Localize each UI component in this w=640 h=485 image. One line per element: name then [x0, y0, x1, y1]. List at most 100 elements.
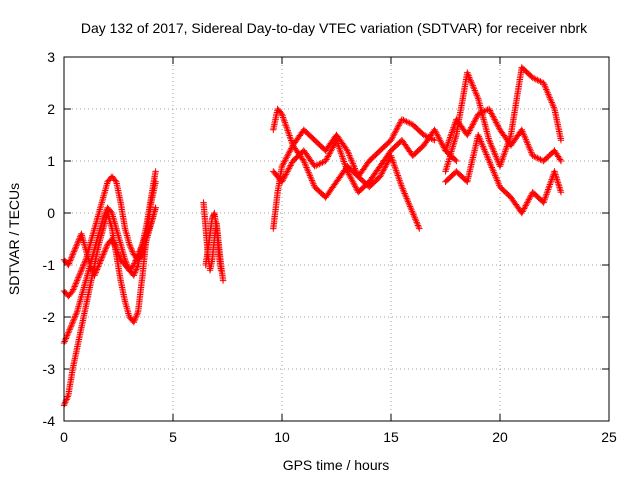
data-point — [67, 331, 70, 334]
data-point — [401, 186, 403, 188]
data-point — [111, 175, 113, 178]
x-tick-label: 15 — [383, 429, 399, 445]
data-point — [106, 181, 109, 183]
grid — [64, 57, 609, 421]
x-axis-label: GPS time / hours — [283, 457, 390, 473]
data-point — [217, 253, 220, 256]
data-point — [521, 212, 523, 214]
data-point — [89, 264, 91, 266]
data-point — [303, 129, 305, 131]
data-point — [128, 316, 131, 318]
data-point — [477, 134, 480, 136]
data-point — [209, 233, 211, 235]
data-point — [510, 134, 512, 136]
data-point — [346, 149, 349, 152]
data-point — [303, 149, 305, 152]
data-point — [313, 186, 316, 188]
data-point — [211, 217, 214, 219]
data-point — [115, 248, 118, 251]
data-point — [132, 253, 135, 256]
data-point — [80, 326, 83, 329]
data-point — [324, 160, 327, 162]
data-point — [281, 113, 283, 115]
data-point — [141, 253, 144, 256]
data-point — [444, 170, 447, 173]
data-point — [93, 227, 96, 230]
data-point — [379, 165, 381, 167]
data-point — [111, 227, 113, 230]
x-tick-label: 5 — [169, 429, 177, 445]
data-point — [433, 129, 436, 131]
data-point — [368, 160, 371, 162]
series-track-f — [202, 209, 225, 274]
data-point — [444, 181, 447, 183]
data-point — [401, 139, 403, 141]
data-point — [213, 212, 216, 214]
data-point — [80, 269, 83, 272]
data-point — [146, 233, 148, 235]
data-point — [71, 290, 74, 292]
data-point — [412, 155, 414, 157]
data-point — [335, 134, 338, 136]
data-point — [102, 196, 105, 199]
data-point — [89, 285, 91, 287]
data-point — [111, 212, 113, 214]
data-point — [418, 227, 421, 230]
data-point — [477, 97, 480, 100]
data-point — [422, 144, 425, 147]
data-point — [272, 129, 275, 131]
data-point — [477, 113, 480, 115]
data-point — [67, 295, 70, 298]
series-track-l — [442, 131, 565, 217]
data-point — [150, 196, 152, 199]
data-point — [324, 196, 327, 199]
data-point — [119, 259, 122, 261]
data-point — [154, 170, 157, 173]
data-point — [141, 274, 144, 277]
data-point — [137, 311, 139, 313]
data-point — [542, 160, 545, 162]
data-point — [368, 181, 371, 183]
data-point — [272, 227, 275, 230]
data-point — [335, 139, 338, 141]
data-point — [93, 274, 96, 277]
data-point — [560, 191, 562, 193]
data-point — [521, 66, 523, 69]
y-tick-label: -4 — [43, 413, 56, 429]
data-point — [85, 305, 87, 308]
y-tick-label: 0 — [47, 205, 55, 221]
data-point — [553, 108, 556, 110]
y-tick-label: -2 — [43, 309, 56, 325]
data-point — [346, 170, 349, 173]
data-point — [115, 227, 118, 230]
data-point — [124, 264, 126, 266]
data-point — [76, 347, 78, 350]
data-point — [220, 269, 222, 272]
data-point — [207, 248, 209, 251]
series-track-k — [442, 105, 565, 165]
y-tick-label: 2 — [47, 101, 55, 117]
data-point — [368, 186, 371, 188]
data-point — [560, 139, 562, 141]
data-point — [102, 253, 105, 256]
y-axis-label: SDTVAR / TECUs — [6, 183, 22, 295]
data-point — [357, 191, 360, 193]
data-point — [542, 82, 545, 84]
data-point — [204, 264, 207, 266]
data-point — [455, 170, 458, 173]
data-point — [412, 212, 414, 214]
data-point — [124, 227, 126, 230]
data-point — [98, 264, 100, 266]
data-point — [379, 149, 381, 152]
series-track-i — [270, 126, 460, 196]
data-point — [80, 295, 83, 298]
data-point — [276, 191, 279, 193]
data-point — [499, 129, 501, 131]
data-point — [124, 259, 126, 261]
data-point — [303, 160, 305, 162]
data-point — [499, 165, 501, 167]
data-point — [272, 170, 275, 173]
